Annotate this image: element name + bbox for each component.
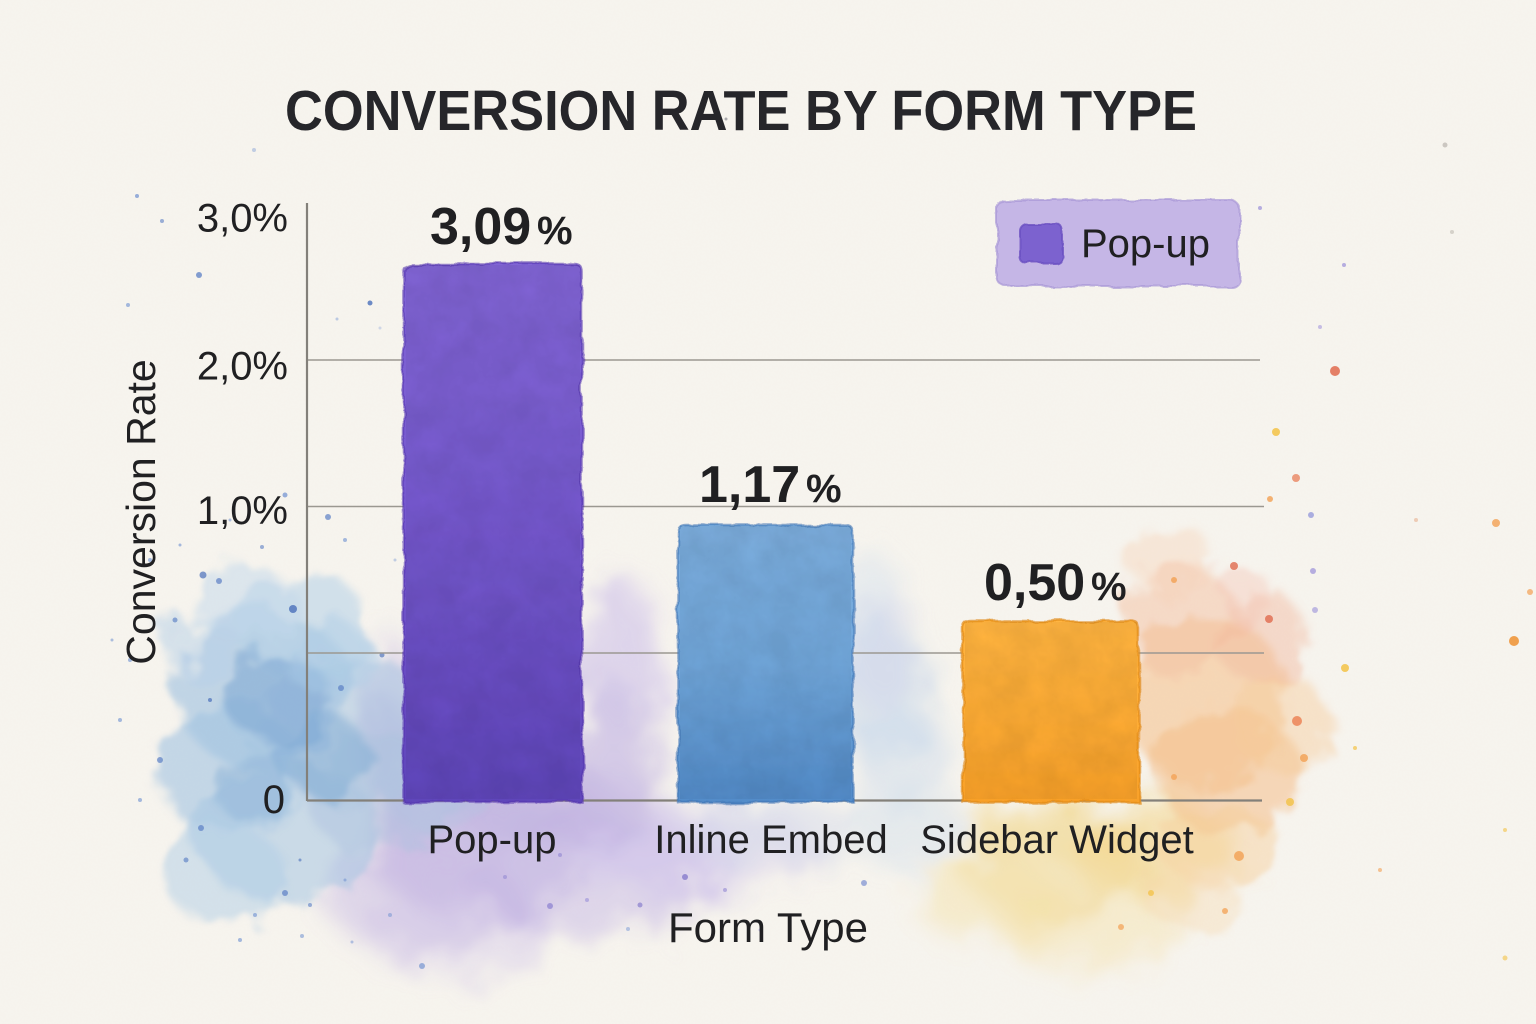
svg-text:3,0%: 3,0% <box>197 197 288 241</box>
svg-text:CONVERSION RATE BY FORM TYPE: CONVERSION RATE BY FORM TYPE <box>285 79 1197 142</box>
svg-text:%: % <box>537 209 573 253</box>
svg-text:1,17: 1,17 <box>699 456 800 514</box>
svg-text:Conversion Rate: Conversion Rate <box>118 359 164 664</box>
svg-text:Inline Embed: Inline Embed <box>654 818 887 862</box>
svg-text:2,0%: 2,0% <box>197 345 288 389</box>
svg-text:%: % <box>806 467 842 511</box>
svg-text:0: 0 <box>263 778 285 822</box>
svg-text:0,50: 0,50 <box>984 554 1085 612</box>
svg-text:Pop-up: Pop-up <box>428 818 557 862</box>
svg-text:3,09: 3,09 <box>430 198 531 256</box>
svg-text:%: % <box>1091 565 1127 609</box>
svg-text:Form Type: Form Type <box>668 904 868 951</box>
svg-text:1,0%: 1,0% <box>197 489 288 533</box>
svg-text:Pop-up: Pop-up <box>1081 222 1210 266</box>
svg-text:Sidebar Widget: Sidebar Widget <box>920 818 1193 862</box>
